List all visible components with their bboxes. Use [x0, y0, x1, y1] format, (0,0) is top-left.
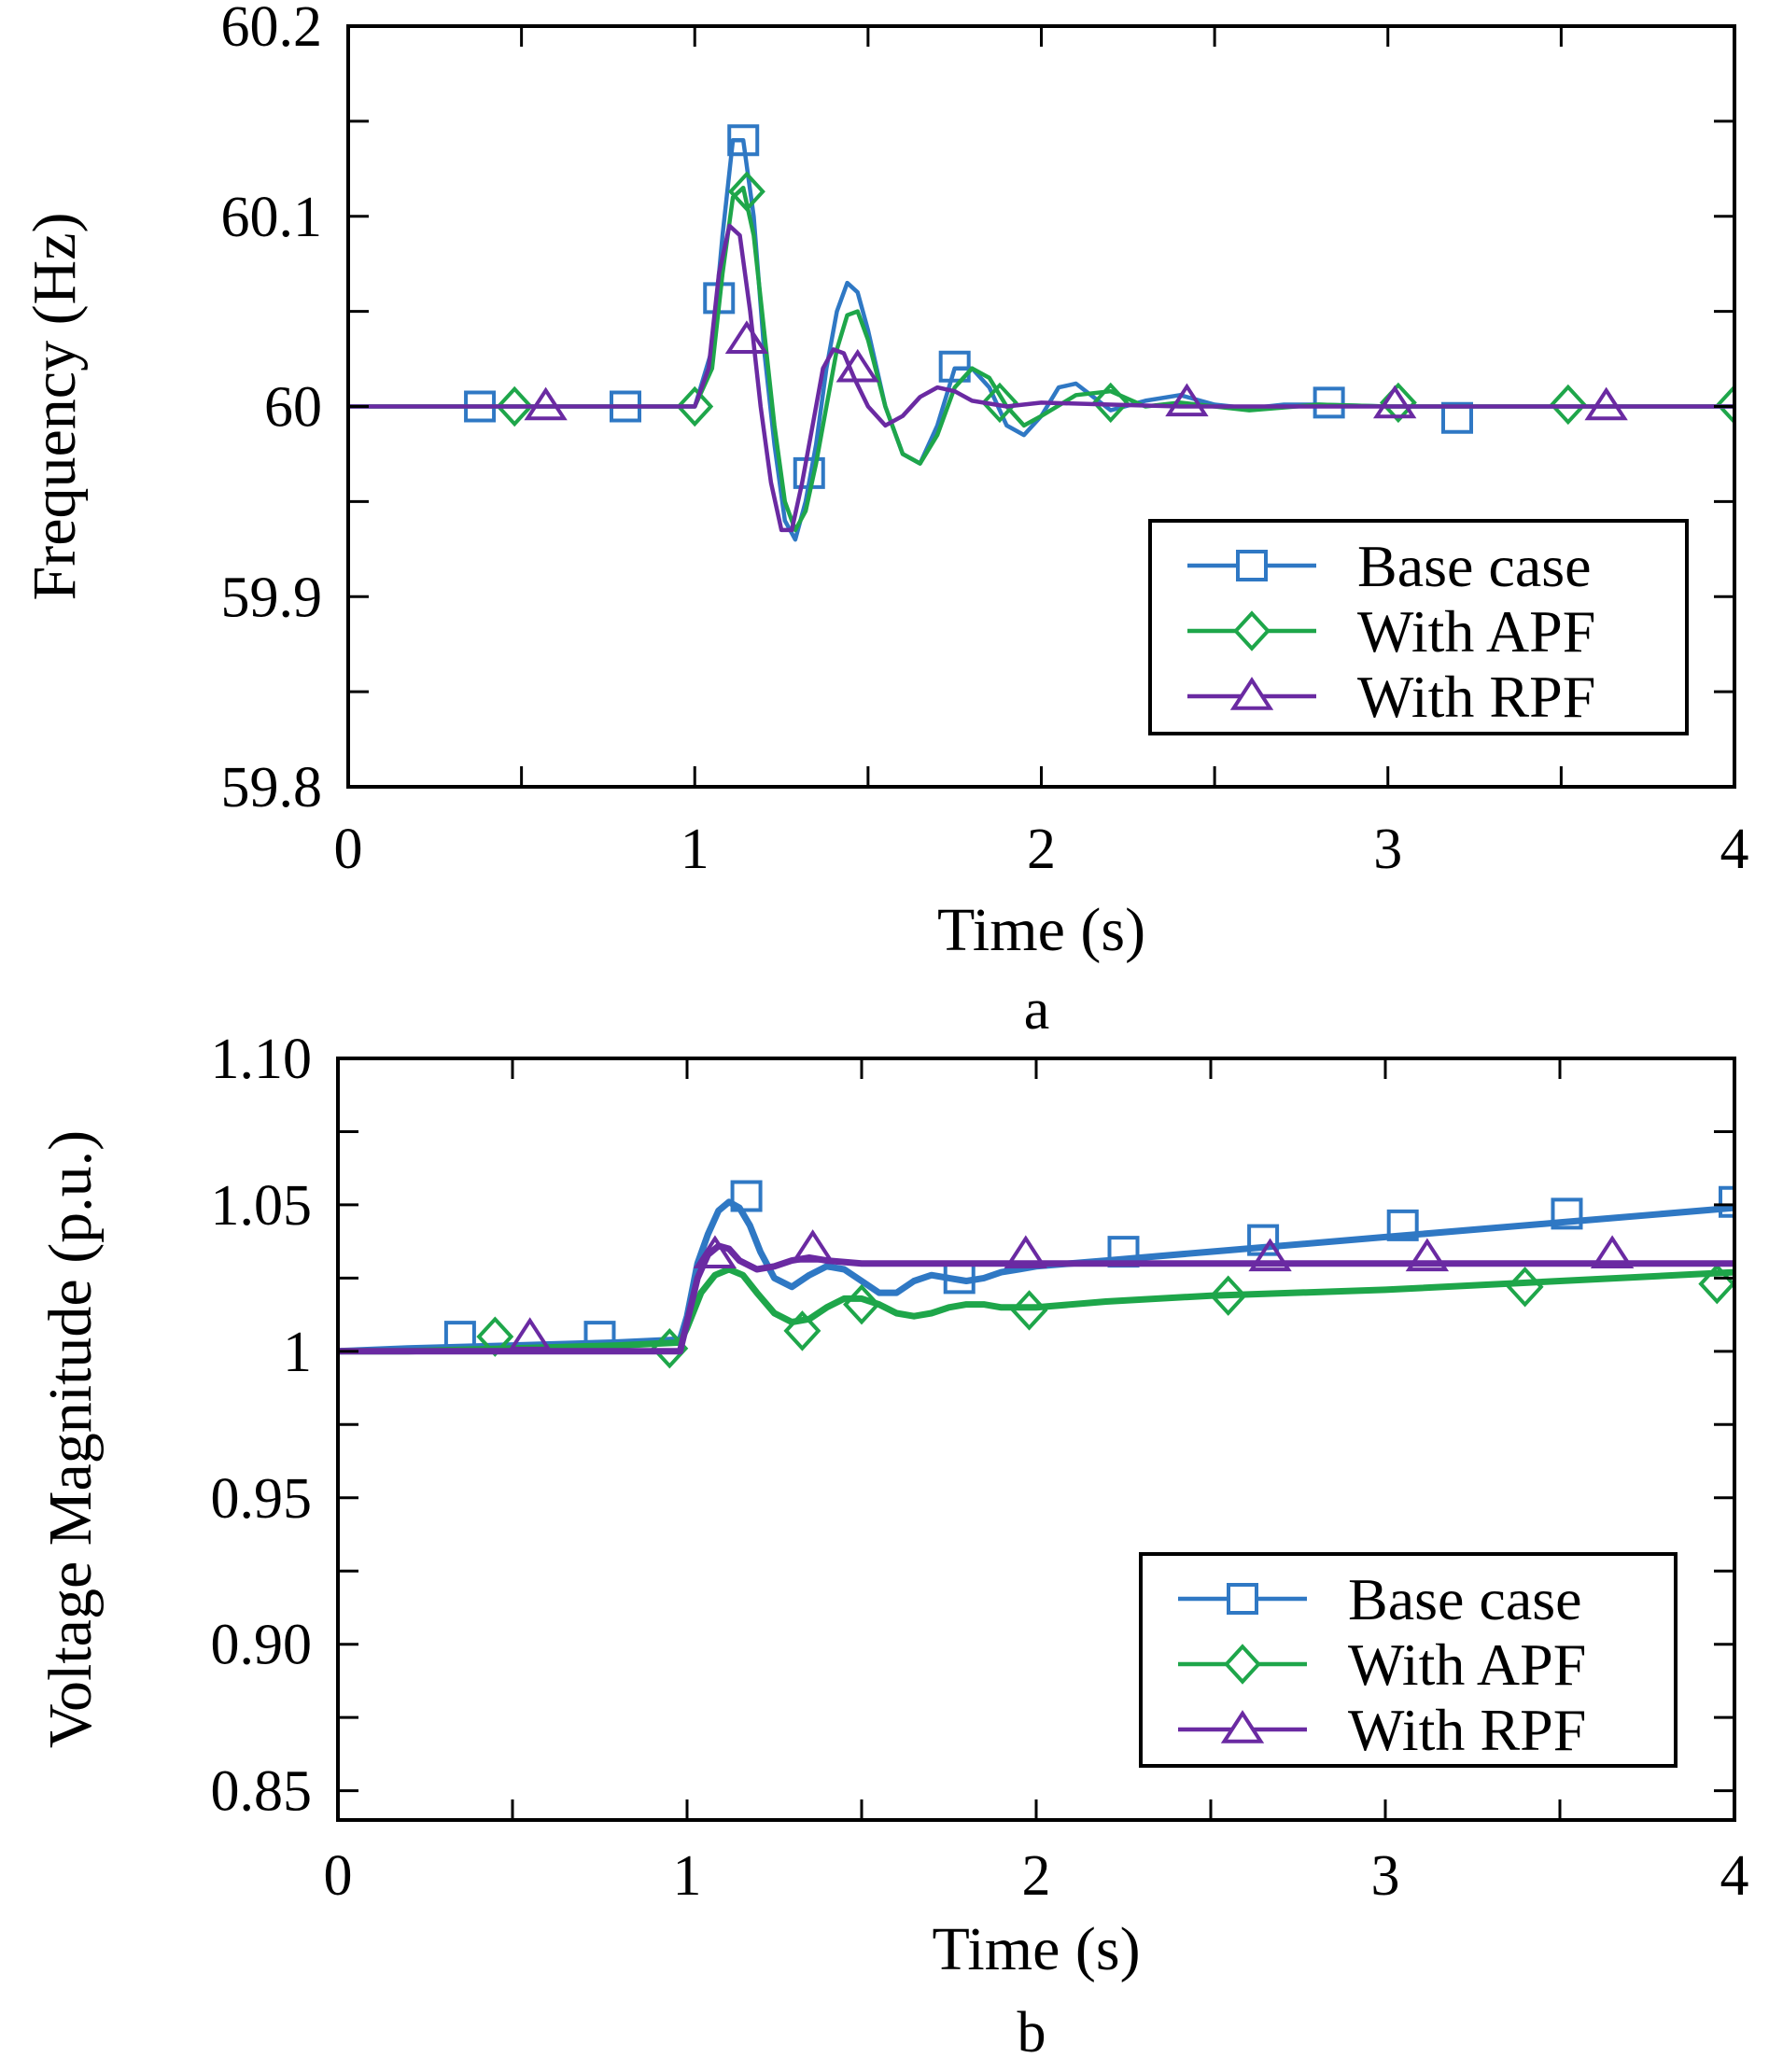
y-axis-label: Voltage Magnitude (p.u.): [36, 1130, 105, 1748]
series-marker-triangle: [1004, 1235, 1047, 1269]
y-tick-label: 0.90: [211, 1614, 313, 1677]
series-marker-diamond: [1716, 384, 1734, 426]
series-marker-triangle: [1372, 385, 1417, 419]
y-tick-label: 0.95: [211, 1467, 313, 1531]
series-line-with-rpf: [338, 1242, 1734, 1355]
legend-entry: Base case: [1357, 533, 1592, 599]
series-marker-square: [793, 456, 825, 489]
y-tick-label: 60.2: [221, 0, 323, 59]
series-line-with-apf: [338, 1266, 1734, 1355]
y-tick-label: 59.9: [221, 566, 323, 629]
series-marker-diamond: [496, 385, 534, 427]
series-marker-triangle: [1405, 1238, 1450, 1272]
x-tick-label: 2: [1027, 818, 1056, 881]
series-marker-square: [610, 390, 641, 423]
x-axis-label: Time (s): [937, 896, 1145, 964]
series-marker-triangle: [524, 386, 568, 421]
series-marker-square: [1719, 1185, 1734, 1218]
y-tick-label: 1.05: [211, 1174, 313, 1238]
y-tick-label: 60.1: [221, 186, 323, 249]
series-marker-diamond: [727, 171, 765, 212]
series-marker-diamond: [1506, 1267, 1544, 1308]
series-marker-square: [703, 282, 736, 315]
legend-marker-square: [1236, 550, 1268, 581]
legend-entry: With RPF: [1357, 664, 1595, 730]
series-line-with-rpf: [348, 223, 1734, 533]
legend-marker-square: [1227, 1583, 1258, 1615]
x-tick-label: 4: [1720, 1844, 1749, 1908]
legend-entry: Base case: [1348, 1566, 1582, 1632]
x-tick-label: 0: [324, 1844, 353, 1908]
series-marker-square: [1386, 1209, 1419, 1241]
series-marker-diamond: [676, 385, 714, 427]
y-axis-label: Frequency (Hz): [21, 213, 89, 601]
chart-panel-b: 0 1 2 3 4 0.85 0.90 0.95 1 1.05 1.10 Time (s) Voltag…: [36, 1028, 1749, 2065]
series-marker-diamond: [783, 1310, 821, 1351]
series-line-base-case: [348, 138, 1734, 542]
series-line-with-apf: [348, 185, 1734, 533]
y-tick-label: 0.85: [211, 1760, 313, 1824]
series-marker-square: [1441, 401, 1473, 434]
x-tick-label: 3: [1371, 1844, 1400, 1908]
series-marker-square: [727, 124, 760, 157]
x-tick-label: 4: [1720, 818, 1749, 881]
series-marker-diamond: [980, 382, 1018, 424]
series-marker-square: [938, 350, 971, 383]
x-tick-label: 3: [1373, 818, 1402, 881]
x-tick-label: 2: [1022, 1844, 1051, 1908]
y-tick-label: 59.8: [221, 756, 323, 819]
x-tick-label: 1: [673, 1844, 702, 1908]
series-marker-triangle: [693, 1235, 737, 1269]
y-tick-label: 60: [264, 376, 322, 440]
series-marker-diamond: [1549, 384, 1587, 426]
series-marker-square: [1551, 1197, 1583, 1230]
plot-area: [348, 124, 1734, 542]
x-axis-label: Time (s): [932, 1915, 1140, 1983]
series-marker-square: [730, 1180, 763, 1212]
legend-entry: With RPF: [1348, 1697, 1586, 1763]
series-marker-square: [464, 390, 497, 423]
series-marker-diamond: [1010, 1290, 1048, 1331]
x-tick-label: 0: [334, 818, 363, 881]
series-line-base-case: [338, 1198, 1734, 1355]
panel-label: a: [1024, 978, 1050, 1042]
panel-label: b: [1018, 2001, 1046, 2065]
legend-entry: With APF: [1357, 598, 1595, 665]
series-marker-triangle: [1584, 386, 1628, 421]
legend-marker-triangle: [1220, 1710, 1265, 1743]
x-tick-label: 1: [681, 818, 709, 881]
legend-marker-triangle: [1229, 677, 1274, 710]
y-tick-label: 1: [283, 1321, 312, 1384]
series-marker-triangle: [835, 348, 879, 383]
plot-area: [338, 1180, 1734, 1369]
series-marker-triangle: [791, 1229, 835, 1263]
y-tick-label: 1.10: [211, 1028, 313, 1091]
series-marker-triangle: [1165, 383, 1209, 417]
chart-panel-a: 0 1 2 3 4 59.8 59.9 60 60.1 60.2 Time (s) Frequency…: [21, 0, 1749, 1042]
legend-marker-diamond: [1224, 1644, 1261, 1685]
series-marker-triangle: [1248, 1238, 1292, 1272]
series-marker-diamond: [1091, 382, 1130, 424]
series-marker-diamond: [843, 1283, 880, 1325]
legend-entry: With APF: [1348, 1631, 1586, 1698]
series-marker-triangle: [1590, 1235, 1635, 1269]
series-marker-diamond: [1209, 1275, 1247, 1316]
series-marker-triangle: [508, 1317, 552, 1351]
series-marker-triangle: [724, 320, 769, 354]
legend-marker-diamond: [1233, 610, 1271, 651]
